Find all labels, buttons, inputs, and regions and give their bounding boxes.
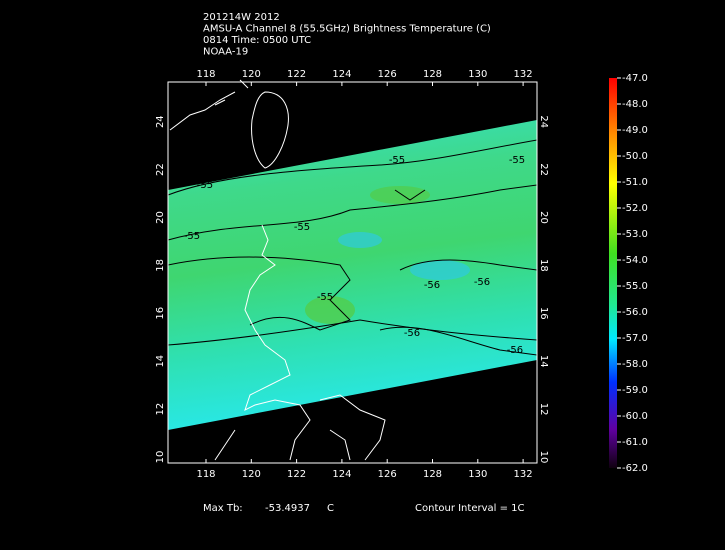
lat-label-right: 20 [538,211,549,224]
colorbar-label: -54.0 [622,255,648,266]
contour-label: -55 [197,180,213,191]
contour-label: -55 [184,231,200,242]
title-line: 201214W 2012 [203,12,280,23]
lat-label-left: 12 [155,403,166,416]
lat-label-right: 18 [538,259,549,272]
lat-label-left: 20 [155,211,166,224]
colorbar-label: -48.0 [622,99,648,110]
colorbar-label: -53.0 [622,229,648,240]
lat-label-left: 14 [155,355,166,368]
max-tb-value: -53.4937 [265,503,310,514]
lon-label-top: 120 [242,69,261,80]
lat-label-left: 16 [155,307,166,320]
lon-label-bottom: 132 [514,469,533,480]
colorbar-label: -51.0 [622,177,648,188]
colorbar-label: -57.0 [622,333,648,344]
contour-label: -55 [294,222,310,233]
contour-label: -56 [507,345,523,356]
lon-label-bottom: 128 [423,469,442,480]
lon-label-top: 122 [287,69,306,80]
swath-features [305,186,470,324]
colorbar-label: -47.0 [622,73,648,84]
max-tb-unit: C [327,503,334,514]
lon-label-top: 130 [468,69,487,80]
lon-label-top: 128 [423,69,442,80]
lon-label-bottom: 124 [332,469,351,480]
colorbar-label: -56.0 [622,307,648,318]
lon-label-bottom: 126 [378,469,397,480]
lat-label-right: 16 [538,307,549,320]
contour-label: -56 [474,277,490,288]
colorbar-label: -62.0 [622,463,648,474]
colorbar-label: -50.0 [622,151,648,162]
contour-label: -56 [424,280,440,291]
contour-label: -56 [404,328,420,339]
contours [167,139,538,356]
max-tb-label: Max Tb: [203,503,243,514]
colorbar [609,78,617,468]
contour-label: -55 [317,292,333,303]
title-line: NOAA-19 [203,47,248,58]
lon-label-bottom: 118 [196,469,215,480]
lon-label-top: 124 [332,69,351,80]
lat-label-right: 14 [538,355,549,368]
colorbar-label: -61.0 [622,437,648,448]
colorbar-label: -60.0 [622,411,648,422]
map-frame [167,81,538,464]
colorbar-label: -55.0 [622,281,648,292]
colorbar-label: -52.0 [622,203,648,214]
lon-label-top: 132 [514,69,533,80]
colorbar-label: -49.0 [622,125,648,136]
colorbar-label: -59.0 [622,385,648,396]
lon-label-top: 126 [378,69,397,80]
title-line: AMSU-A Channel 8 (55.5GHz) Brightness Te… [203,24,491,35]
contour-interval: Contour Interval = 1C [415,503,525,514]
lat-label-right: 10 [538,451,549,464]
lat-label-left: 24 [155,115,166,128]
title-line: 0814 Time: 0500 UTC [203,35,311,46]
colorbar-label: -58.0 [622,359,648,370]
lon-label-bottom: 130 [468,469,487,480]
lat-label-left: 22 [155,163,166,176]
lat-label-left: 10 [155,451,166,464]
contour-label: -55 [509,155,525,166]
lat-label-right: 24 [538,115,549,128]
lon-label-bottom: 122 [287,469,306,480]
data-swath [168,120,537,430]
lat-label-left: 18 [155,259,166,272]
contour-label: -55 [389,155,405,166]
lon-label-top: 118 [196,69,215,80]
lat-label-right: 22 [538,163,549,176]
coastlines [169,79,386,461]
lat-label-right: 12 [538,403,549,416]
lon-label-bottom: 120 [242,469,261,480]
